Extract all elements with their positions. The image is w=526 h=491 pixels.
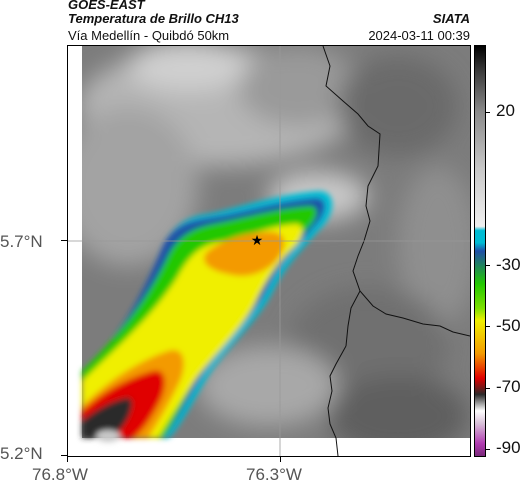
colorbar-tick-m90: -90 [496, 438, 521, 457]
gray-texture [68, 46, 470, 456]
colorbar-mark-m30 [486, 265, 490, 266]
satellite-title: GOES-EAST [68, 0, 145, 12]
x-tick-76.3: 76.3°W [246, 465, 302, 484]
y-tick-mark-5.7 [61, 240, 67, 241]
y-tick-5.7: 5.7°N [0, 232, 43, 251]
agency-label: SIATA [432, 11, 470, 26]
colorbar-tick-m50: -50 [496, 316, 521, 335]
colorbar-tick-m70: -70 [496, 377, 521, 396]
cold-cloud-system [82, 190, 333, 442]
brightness-temperature-map: ★ [68, 46, 470, 456]
colorbar-tick-m30: -30 [496, 255, 521, 274]
location-label: Vía Medellín - Quibdó 50km [68, 28, 230, 43]
datetime-label: 2024-03-11 00:39 [368, 28, 470, 43]
colorbar-mark-20 [486, 112, 490, 113]
colorbar-mark-m90 [486, 449, 490, 450]
colorbar-mark-m70 [486, 388, 490, 389]
star-icon: ★ [251, 233, 264, 249]
colorbar [474, 45, 486, 457]
y-tick-5.2: 5.2°N [0, 444, 43, 463]
x-tick-mark-76.8 [67, 456, 68, 462]
x-tick-mark-76.3 [280, 456, 281, 462]
no-data-strip-bottom [68, 438, 470, 456]
map-panel: ★ [67, 45, 471, 457]
product-title: Temperatura de Brillo CH13 [68, 11, 239, 26]
political-borders [322, 46, 470, 456]
colorbar-tick-20: 20 [496, 101, 515, 120]
y-tick-mark-5.2 [61, 455, 67, 456]
no-data-strip-left [68, 46, 82, 456]
colorbar-mark-m50 [486, 326, 490, 327]
x-tick-76.8: 76.8°W [32, 465, 88, 484]
